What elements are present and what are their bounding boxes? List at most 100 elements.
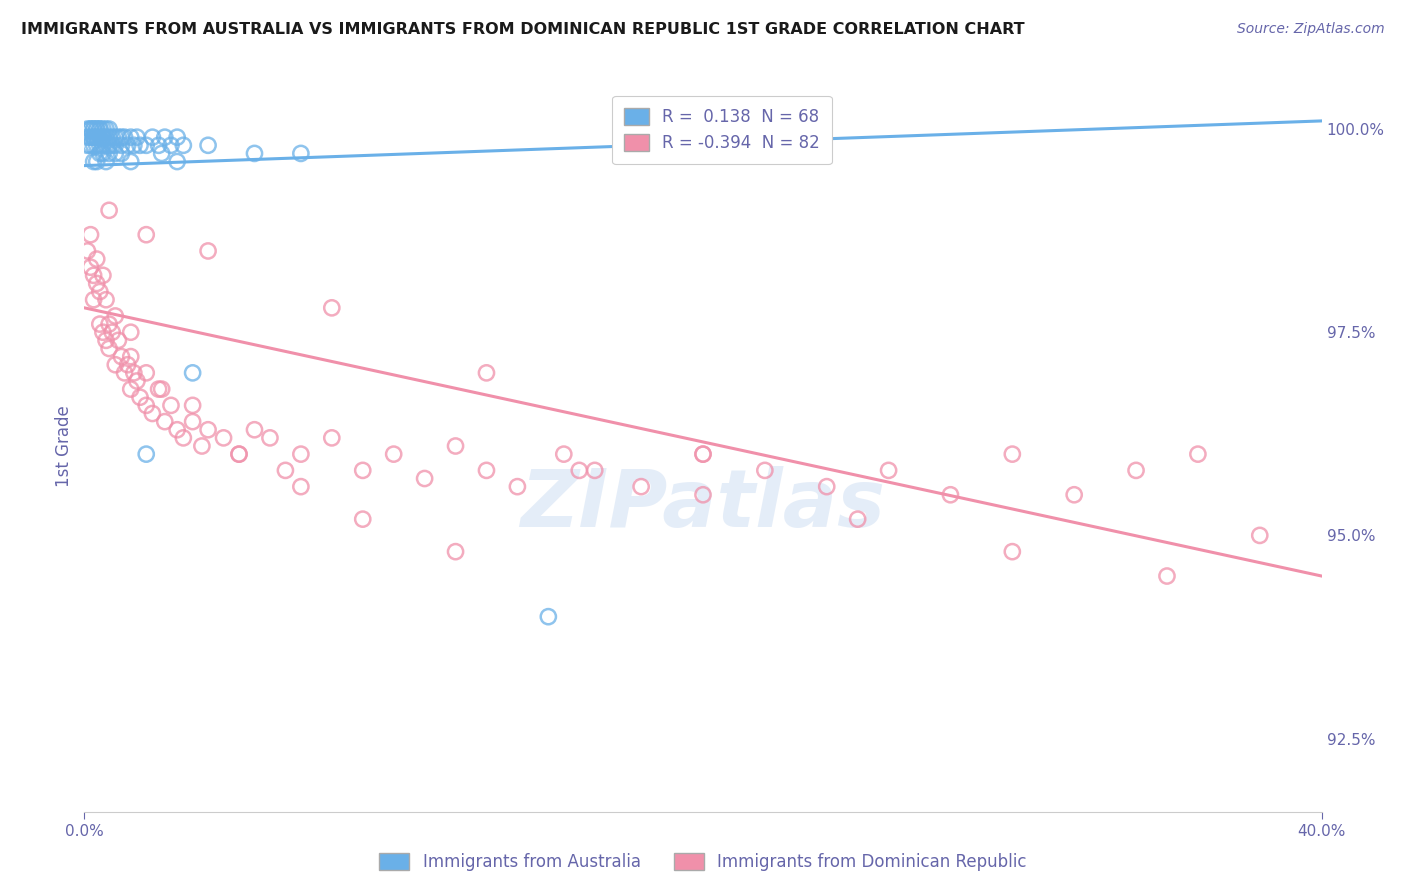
Point — [79, 130, 101, 145]
Point — [91, 268, 114, 283]
Point — [98, 342, 121, 356]
Point — [101, 130, 124, 145]
Point — [382, 447, 405, 461]
Point — [86, 122, 108, 136]
Point — [107, 130, 129, 145]
Point — [1156, 569, 1178, 583]
Point — [153, 415, 176, 429]
Point — [98, 138, 121, 153]
Point — [76, 122, 98, 136]
Point — [197, 244, 219, 258]
Point — [117, 358, 139, 372]
Y-axis label: 1st Grade: 1st Grade — [55, 405, 73, 487]
Point — [86, 138, 108, 153]
Point — [89, 317, 111, 331]
Point — [148, 138, 170, 153]
Point — [83, 122, 105, 136]
Legend: Immigrants from Australia, Immigrants from Dominican Republic: Immigrants from Australia, Immigrants fr… — [371, 845, 1035, 880]
Point — [129, 138, 152, 153]
Point — [110, 138, 132, 153]
Point — [79, 227, 101, 242]
Point — [1001, 447, 1024, 461]
Point — [939, 488, 962, 502]
Point — [83, 130, 105, 145]
Point — [212, 431, 235, 445]
Text: Source: ZipAtlas.com: Source: ZipAtlas.com — [1237, 22, 1385, 37]
Point — [181, 366, 204, 380]
Point — [86, 130, 108, 145]
Point — [91, 146, 114, 161]
Point — [135, 366, 157, 380]
Point — [89, 138, 111, 153]
Point — [815, 480, 838, 494]
Point — [89, 122, 111, 136]
Point — [91, 325, 114, 339]
Point — [83, 138, 105, 153]
Point — [135, 447, 157, 461]
Point — [107, 334, 129, 348]
Point — [76, 130, 98, 145]
Point — [160, 138, 183, 153]
Point — [120, 130, 142, 145]
Point — [79, 260, 101, 275]
Point — [166, 130, 188, 145]
Point — [83, 122, 105, 136]
Point — [166, 423, 188, 437]
Point — [877, 463, 900, 477]
Point — [413, 471, 436, 485]
Point — [692, 447, 714, 461]
Point — [754, 463, 776, 477]
Point — [181, 398, 204, 412]
Point — [91, 138, 114, 153]
Point — [125, 374, 148, 388]
Point — [135, 398, 157, 412]
Point — [1001, 544, 1024, 558]
Point — [83, 293, 105, 307]
Point — [104, 138, 127, 153]
Point — [86, 122, 108, 136]
Point — [76, 244, 98, 258]
Point — [114, 130, 136, 145]
Point — [83, 130, 105, 145]
Point — [475, 463, 498, 477]
Point — [537, 609, 560, 624]
Point — [120, 382, 142, 396]
Point — [1187, 447, 1209, 461]
Point — [98, 122, 121, 136]
Point — [94, 122, 117, 136]
Point — [181, 415, 204, 429]
Point — [89, 130, 111, 145]
Point — [150, 146, 173, 161]
Point — [117, 138, 139, 153]
Point — [197, 138, 219, 153]
Point — [83, 154, 105, 169]
Point — [135, 138, 157, 153]
Point — [89, 122, 111, 136]
Text: IMMIGRANTS FROM AUSTRALIA VS IMMIGRANTS FROM DOMINICAN REPUBLIC 1ST GRADE CORREL: IMMIGRANTS FROM AUSTRALIA VS IMMIGRANTS … — [21, 22, 1025, 37]
Point — [352, 512, 374, 526]
Point — [110, 130, 132, 145]
Point — [98, 146, 121, 161]
Point — [692, 447, 714, 461]
Point — [79, 122, 101, 136]
Point — [94, 334, 117, 348]
Point — [290, 480, 312, 494]
Point — [630, 480, 652, 494]
Point — [120, 350, 142, 364]
Point — [475, 366, 498, 380]
Point — [290, 146, 312, 161]
Point — [120, 325, 142, 339]
Point — [692, 488, 714, 502]
Point — [89, 146, 111, 161]
Point — [104, 309, 127, 323]
Point — [228, 447, 250, 461]
Point — [243, 423, 266, 437]
Point — [444, 439, 467, 453]
Point — [104, 146, 127, 161]
Point — [352, 463, 374, 477]
Point — [141, 130, 163, 145]
Point — [568, 463, 591, 477]
Point — [89, 285, 111, 299]
Point — [172, 431, 194, 445]
Point — [94, 293, 117, 307]
